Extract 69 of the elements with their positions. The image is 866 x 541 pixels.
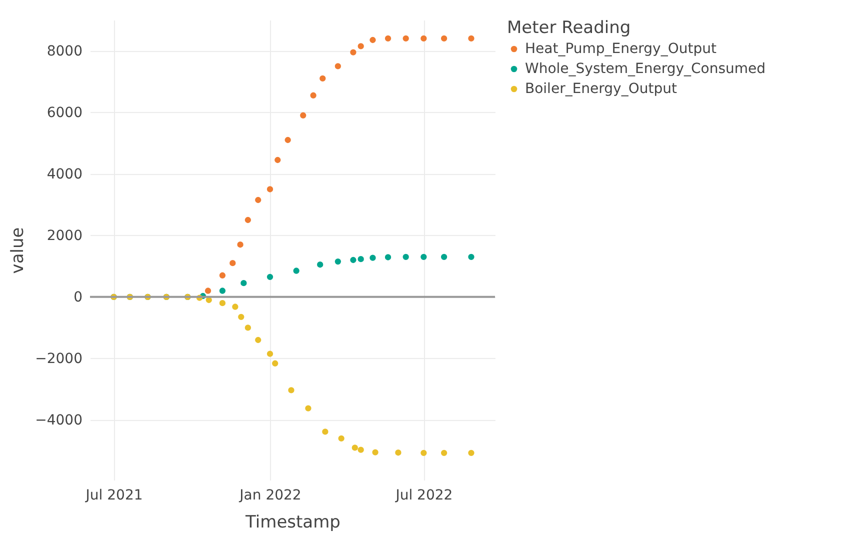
point bbox=[468, 450, 474, 456]
legend-title: Meter Reading bbox=[507, 18, 631, 38]
point bbox=[288, 387, 294, 394]
point bbox=[293, 268, 300, 274]
point bbox=[300, 112, 306, 118]
y-tick-label: 2000 bbox=[46, 228, 82, 244]
point bbox=[204, 288, 212, 294]
point bbox=[240, 280, 247, 286]
point bbox=[322, 428, 328, 435]
point bbox=[440, 450, 448, 456]
point bbox=[237, 242, 244, 248]
point bbox=[358, 256, 364, 262]
x-tick-label: Jan 2022 bbox=[238, 488, 302, 504]
point bbox=[334, 63, 342, 70]
point bbox=[384, 35, 392, 42]
point bbox=[468, 35, 474, 42]
point bbox=[272, 360, 278, 366]
point bbox=[320, 75, 326, 82]
point bbox=[384, 254, 392, 260]
y-tick-label: −2000 bbox=[35, 350, 82, 367]
point bbox=[350, 256, 356, 264]
point bbox=[219, 272, 226, 278]
y-tick-label: 0 bbox=[74, 289, 82, 306]
point bbox=[230, 260, 236, 266]
point bbox=[420, 35, 427, 42]
point bbox=[358, 43, 364, 50]
point bbox=[370, 254, 376, 261]
point bbox=[420, 254, 427, 260]
point bbox=[402, 254, 409, 260]
point bbox=[284, 136, 291, 144]
legend-label: Whole_System_Energy_Consumed bbox=[525, 61, 766, 77]
y-axis-title: value bbox=[8, 227, 28, 274]
y-tick-label: 6000 bbox=[46, 104, 82, 121]
x-tick-label: Jul 2021 bbox=[84, 488, 143, 504]
y-tick-label: 4000 bbox=[46, 166, 82, 182]
point bbox=[244, 324, 252, 331]
point bbox=[338, 435, 344, 442]
point bbox=[334, 258, 342, 265]
point bbox=[468, 254, 474, 260]
point bbox=[219, 300, 226, 306]
point bbox=[350, 49, 356, 56]
legend-label: Heat_Pump_Energy_Output bbox=[525, 41, 717, 57]
point bbox=[255, 336, 262, 344]
x-axis-title: Timestamp bbox=[244, 512, 340, 532]
point bbox=[352, 444, 358, 451]
point bbox=[372, 449, 378, 456]
y-tick-label: −4000 bbox=[35, 412, 82, 428]
point bbox=[266, 186, 274, 192]
point bbox=[266, 350, 274, 357]
point bbox=[440, 35, 448, 42]
point bbox=[358, 446, 364, 453]
x-tick-label: Jul 2022 bbox=[394, 488, 453, 504]
point bbox=[238, 314, 244, 320]
y-tick-label: 8000 bbox=[46, 43, 82, 60]
point bbox=[232, 304, 238, 310]
point bbox=[219, 288, 226, 294]
legend-label: Boiler_Energy_Output bbox=[525, 81, 678, 97]
point bbox=[274, 156, 281, 164]
point bbox=[317, 262, 324, 268]
point bbox=[420, 450, 427, 456]
point bbox=[395, 450, 402, 456]
point bbox=[266, 274, 274, 280]
point bbox=[402, 35, 409, 42]
point bbox=[310, 92, 316, 98]
point bbox=[370, 36, 376, 44]
point bbox=[244, 216, 252, 224]
point bbox=[440, 254, 448, 260]
point bbox=[255, 196, 262, 204]
point bbox=[305, 405, 312, 412]
